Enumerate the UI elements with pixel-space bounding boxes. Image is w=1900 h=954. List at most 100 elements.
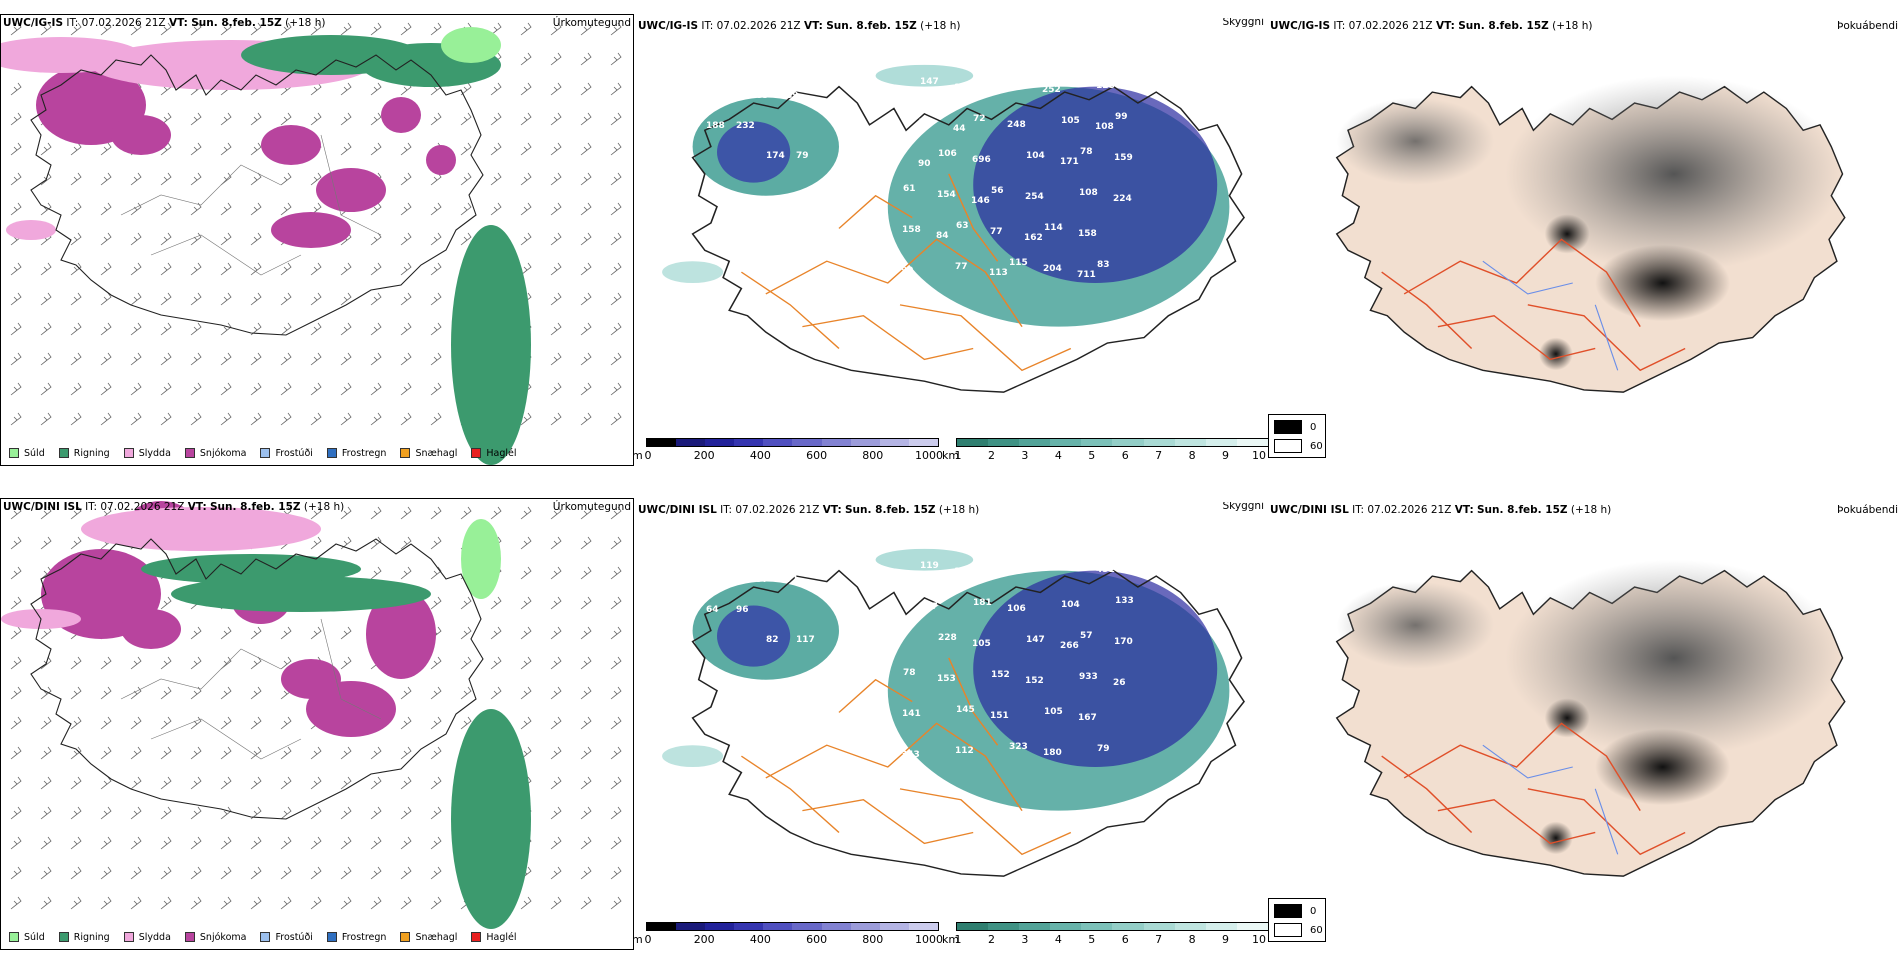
ceiling-value-label: 145 [956,705,975,715]
legend-swatch [260,932,271,942]
colorbar-tick: 200 [693,449,715,462]
ceiling-value-label: 115 [1009,258,1028,268]
legend-item: Haglél [471,931,517,943]
ceiling-value-label: 96 [736,605,749,615]
fog-index-map-1: UWC/IG-IS IT: 07.02.2026 21Z VT: Sun. 8.… [1268,18,1900,438]
colorbar-tick: 2 [987,933,995,946]
ceiling-value-label: 696 [972,155,991,165]
ceiling-value-label: 180 [1043,748,1062,758]
ceiling-value-label: 128 [1096,81,1115,91]
legend-swatch [58,932,69,942]
legend-item: Frostregn [326,931,387,943]
legend-item: Snjókoma [184,932,246,943]
colorbar-tick: 7 [1155,933,1163,946]
ceiling-value-label: 97 [1008,79,1021,89]
legend-item: Snjókoma [184,448,246,459]
ceiling-value-label: 82 [766,635,779,645]
ceiling-value-label: 75 [1062,559,1075,569]
ceiling-value-label: 232 [736,121,755,131]
colorbar-tick: 6 [1121,933,1129,946]
colorbar-tick: 10 [1252,933,1266,946]
ceiling-value-label: 141 [902,709,921,719]
fog-legend-top: 0 [1310,421,1317,433]
colorbar-tick: 600 [806,933,828,946]
ceiling-value-label: 64 [706,605,719,615]
legend-swatch [123,448,134,458]
legend-swatch [471,448,482,458]
panel-field-name: Úrkomutegund [552,501,631,513]
visibility-colorbar: 1 2 3 4 5 6 7 8 9 10 km [942,922,1269,954]
ceiling-value-label: 154 [937,190,956,200]
fog-legend: 0 60 [1268,898,1326,942]
legend-label: Frostregn [341,931,387,943]
ceiling-value-label: 147 [920,77,939,87]
colorbar-tick: 800 [862,449,884,462]
legend-label: Slydda [138,931,171,943]
colorbar-tick: 0 [644,449,652,462]
colorbar-tick: 8 [1188,933,1196,946]
fog-legend-bottom: 60 [1310,440,1323,452]
visibility-colorbar: 1 2 3 4 5 6 7 8 9 10 km [942,438,1269,470]
colorbar-tick: 400 [749,933,771,946]
legend-label: Snæhagl [415,931,458,943]
colorbar-tick: 4 [1054,933,1062,946]
ceiling-value-label: 254 [1025,192,1044,202]
ceiling-value-label: 104 [1026,151,1045,161]
ceiling-value-label: 252 [1042,85,1061,95]
legend-swatch [400,932,411,942]
colorbar-tick: 9 [1222,933,1230,946]
panel-field-name: Skyggni [1222,502,1265,512]
ceiling-value-label: 78 [903,668,916,678]
colorbar-tick: 400 [749,449,771,462]
precip-type-map-2: UWC/DINI ISL IT: 07.02.2026 21Z VT: Sun.… [0,498,634,950]
ceiling-value-label: 57 [1080,631,1093,641]
legend-swatch [326,932,337,942]
ceiling-value-label: 104 [1061,600,1080,610]
legend-item: Haglél [471,447,517,459]
panel-title: UWC/IG-IS IT: 07.02.2026 21Z VT: Sun. 8.… [3,17,326,29]
colorbar-tick: 9 [1222,449,1230,462]
legend-item: Frostúði [260,448,313,459]
ceiling-value-label: 933 [1079,672,1098,682]
legend-label: Rigning [73,931,110,943]
panel-field-name: Skyggni [1222,18,1265,28]
legend-label: Slydda [138,447,171,459]
ceiling-value-label: 152 [991,670,1010,680]
ceiling-value-label: 85 [756,91,769,101]
colorbar-tick: 200 [693,933,715,946]
ceiling-value-label: 159 [1114,153,1133,163]
colorbar-tick: 2 [987,449,995,462]
ceiling-value-label: 114 [1044,223,1063,233]
ceiling-value-label: 133 [1115,596,1134,606]
legend-item: Súld [9,932,45,943]
precip-legend: Súld Rigning Slydda Snjókoma Frostúði Frostre… [1,925,633,949]
ceiling-value-label: 109 [726,61,745,71]
legend-label: Frostregn [341,447,387,459]
legend-swatch [326,448,337,458]
legend-swatch [123,932,134,942]
ceiling-value-label: 108 [1095,122,1114,132]
ceiling-value-label: 90 [918,159,931,169]
colorbar-unit: km [942,933,960,946]
legend-swatch [58,448,69,458]
legend-label: Haglél [486,931,517,943]
colorbar-tick: 5 [1088,449,1096,462]
ceiling-value-label: 56 [991,186,1004,196]
colorbar-tick: 3 [1021,449,1029,462]
legend-label: Snæhagl [415,447,458,459]
panel-field-name: Úrkomutegund [552,17,631,29]
ceiling-value-label: 119 [920,561,939,571]
legend-item: Frostregn [326,447,387,459]
ceiling-value-label: 188 [706,121,725,131]
ceiling-value-label: 106 [938,149,957,159]
ceiling-value-label: 105 [1044,707,1063,717]
colorbar-tick: 10 [1252,449,1266,462]
colorbar-tick: 4 [1054,449,1062,462]
ceiling-value-label: 152 [1025,676,1044,686]
legend-label: Súld [24,447,45,459]
legend-item: Slydda [123,447,171,459]
legend-label: Haglél [486,447,517,459]
ceiling-value-label: 76 [900,87,913,97]
ceiling-value-label: 136 [696,545,715,555]
ceiling-value-label: 323 [1009,742,1028,752]
